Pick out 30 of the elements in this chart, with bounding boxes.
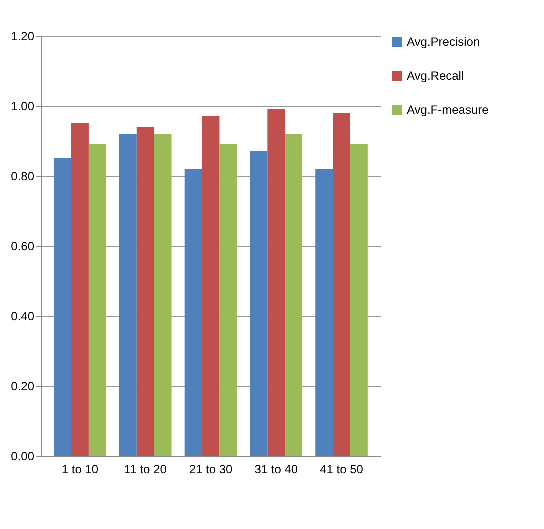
bar (350, 144, 368, 456)
y-tick-label: 0.00 (11, 450, 35, 464)
bar (72, 124, 89, 456)
bar (119, 134, 137, 456)
y-tick-label: 0.60 (11, 240, 35, 254)
y-tick-label: 0.80 (11, 170, 35, 184)
bar (220, 144, 238, 456)
legend-label: Avg.Precision (407, 35, 480, 49)
y-tick-label: 1.20 (11, 30, 35, 44)
bar (202, 116, 220, 456)
x-tick-label: 31 to 40 (254, 462, 298, 476)
bar (250, 152, 268, 456)
x-tick-label: 41 to 50 (320, 462, 364, 476)
bar (333, 113, 350, 456)
x-tick-label: 1 to 10 (62, 462, 99, 476)
bar (136, 127, 154, 456)
x-tick-label: 21 to 30 (189, 462, 234, 476)
bar (268, 110, 286, 456)
x-tick-label: 11 to 20 (124, 462, 168, 476)
y-tick-label: 1.00 (11, 100, 35, 114)
bar (184, 169, 202, 456)
bar (154, 134, 172, 456)
bar (54, 158, 72, 456)
y-tick-label: 0.40 (11, 310, 35, 324)
bar (316, 169, 334, 456)
bar (88, 144, 106, 456)
legend-label: Avg.F-measure (407, 103, 490, 117)
legend-label: Avg.Recall (407, 69, 464, 83)
bar (285, 134, 303, 456)
y-tick-label: 0.20 (11, 380, 35, 394)
